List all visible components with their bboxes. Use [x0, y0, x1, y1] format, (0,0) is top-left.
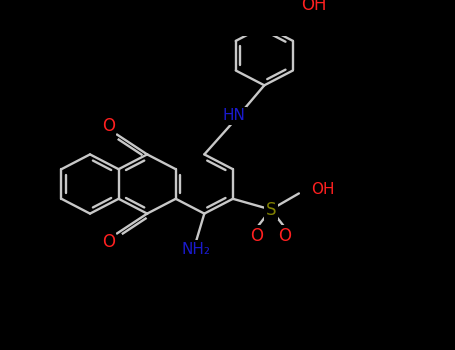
- Text: O: O: [250, 226, 263, 245]
- Text: O: O: [101, 233, 115, 251]
- Text: HN: HN: [223, 108, 246, 123]
- Text: S: S: [266, 201, 276, 218]
- Text: OH: OH: [311, 182, 334, 197]
- Text: O: O: [278, 226, 291, 245]
- Text: NH₂: NH₂: [182, 242, 211, 257]
- Text: O: O: [101, 117, 115, 135]
- Text: OH: OH: [301, 0, 327, 14]
